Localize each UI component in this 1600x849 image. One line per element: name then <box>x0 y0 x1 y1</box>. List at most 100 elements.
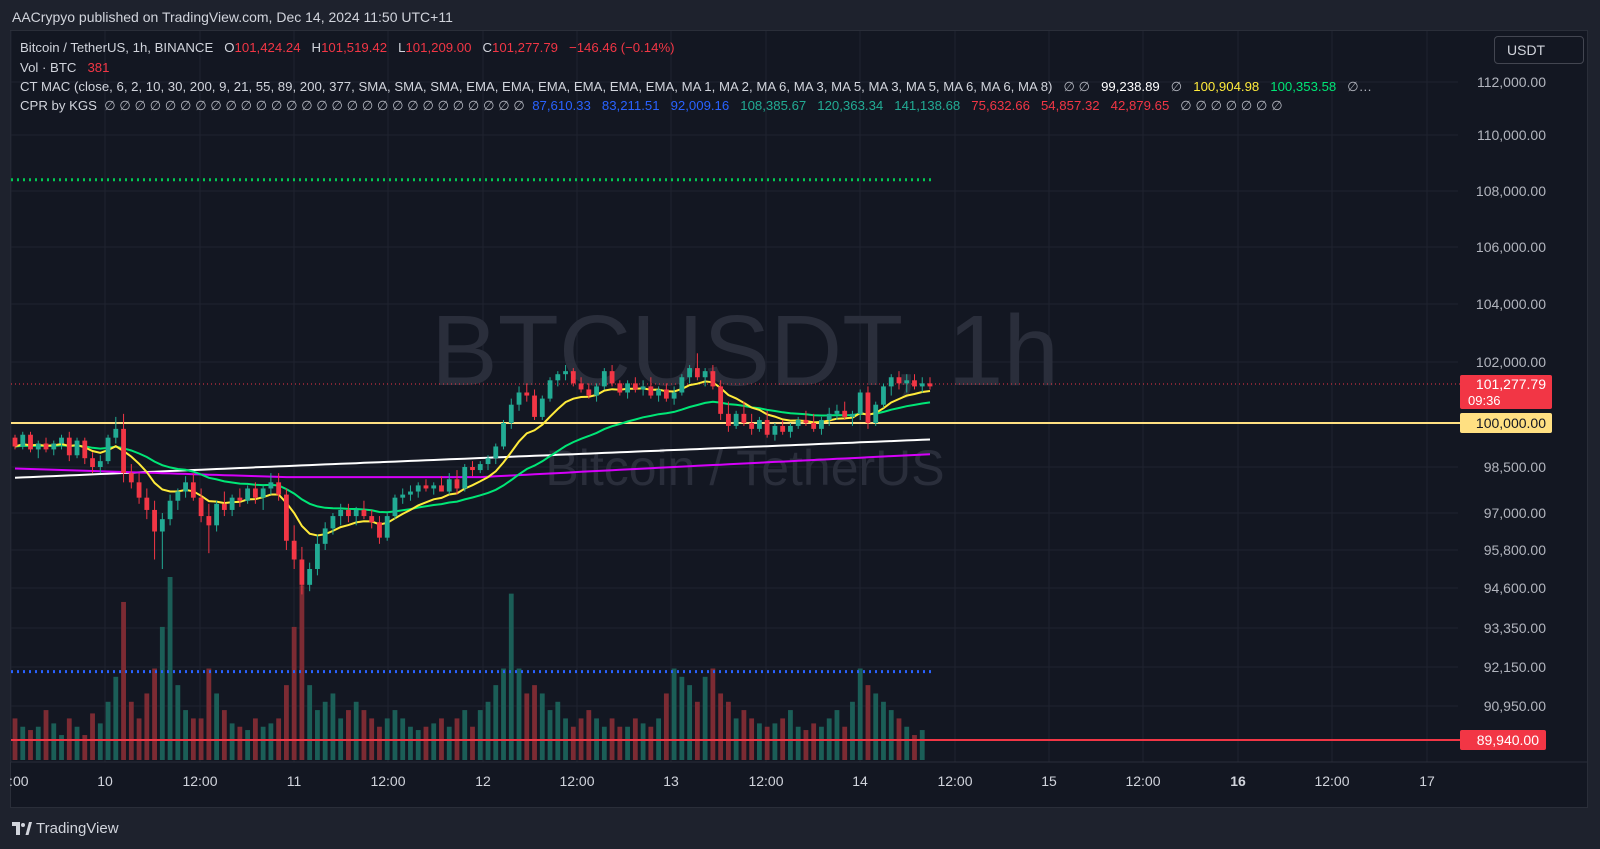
volume-bar-21 <box>175 685 181 760</box>
volume-bar-38 <box>307 685 313 760</box>
volume-bar-78 <box>617 726 623 760</box>
candle-body-60 <box>477 464 483 471</box>
level-100k-badge <box>1460 413 1552 433</box>
candle-body-104 <box>819 419 824 429</box>
volume-bar-90 <box>710 668 716 760</box>
time-tick-5: 12 <box>475 773 491 789</box>
volume-bar-12 <box>105 701 111 760</box>
legend-volume-value: 381 <box>87 60 110 75</box>
candle-body-79 <box>625 383 630 393</box>
legend-close: 101,277.79 <box>491 40 558 55</box>
candle-body-66 <box>524 392 530 396</box>
candle-body-113 <box>888 377 894 387</box>
candle-body-64 <box>508 404 514 423</box>
volume-bar-92 <box>725 701 731 760</box>
volume-bar-61 <box>485 701 491 760</box>
legend-volume-label[interactable]: Vol · BTC <box>20 60 77 75</box>
volume-bar-101 <box>795 726 801 760</box>
chart-frame[interactable] <box>10 30 1588 808</box>
price-tick-4: 104,000.00 <box>1476 296 1546 312</box>
legend-ctmac-label[interactable]: CT MAC (close, 6, 2, 10, 30, 200, 9, 21,… <box>20 79 1053 94</box>
legend-change: −146.46 (−0.14%) <box>569 40 675 55</box>
candle-body-43 <box>346 509 351 517</box>
candle-body-78 <box>617 383 623 393</box>
volume-bar-96 <box>757 723 762 760</box>
price-tick-8: 95,800.00 <box>1484 542 1546 558</box>
volume-bar-58 <box>462 710 468 760</box>
volume-bar-2 <box>28 730 33 760</box>
volume-bar-45 <box>361 710 367 760</box>
candle-body-13 <box>113 428 119 438</box>
candle-body-68 <box>539 398 545 417</box>
legend-cpr-green-2: 120,363.34 <box>817 98 884 113</box>
volume-bar-112 <box>881 701 886 760</box>
currency-button[interactable]: USDT <box>1494 36 1584 64</box>
ema-green-line <box>14 400 931 514</box>
candle-body-103 <box>811 423 817 429</box>
price-tick-12: 90,950.00 <box>1484 698 1546 714</box>
volume-bar-44 <box>353 701 359 760</box>
time-tick-8: 12:00 <box>748 773 783 789</box>
legend-ctmac-row: CT MAC (close, 6, 2, 10, 30, 200, 9, 21,… <box>20 79 1372 95</box>
countdown-label: 09:36 <box>1468 393 1501 408</box>
legend-cpr-row: CPR by KGS ∅ ∅ ∅ ∅ ∅ ∅ ∅ ∅ ∅ ∅ ∅ ∅ ∅ ∅ ∅… <box>20 98 1283 114</box>
volume-bar-60 <box>477 710 483 760</box>
candle-body-39 <box>315 543 320 569</box>
time-tick-14: 12:00 <box>1314 773 1349 789</box>
volume-bar-81 <box>640 723 646 760</box>
candle-body-106 <box>834 410 840 414</box>
candle-body-65 <box>516 392 522 405</box>
candle-body-100 <box>788 425 793 432</box>
candle-body-70 <box>555 374 561 381</box>
time-tick-3: 11 <box>287 773 302 789</box>
candle-body-14 <box>121 428 126 474</box>
candle-body-25 <box>206 516 212 526</box>
legend-cpr-blue-2: 83,211.51 <box>601 98 660 113</box>
volume-bar-13 <box>113 676 119 760</box>
legend-cpr-label[interactable]: CPR by KGS <box>20 98 97 113</box>
candle-body-86 <box>679 377 685 393</box>
candle-body-59 <box>470 467 475 471</box>
time-tick-7: 13 <box>663 773 679 789</box>
volume-bar-5 <box>51 723 57 760</box>
candle-body-1 <box>20 434 26 447</box>
candle-body-41 <box>330 516 336 529</box>
tradingview-brand: TradingView <box>36 820 119 837</box>
price-tick-0: 112,000.00 <box>1477 74 1546 90</box>
candle-body-107 <box>842 410 848 417</box>
volume-bar-82 <box>648 726 654 760</box>
legend-ctmac-null-2: ∅ <box>1170 79 1183 94</box>
candle-body-23 <box>190 482 196 498</box>
candle-body-56 <box>446 479 452 492</box>
candle-body-98 <box>772 425 778 435</box>
volume-bar-37 <box>299 585 305 760</box>
candle-body-24 <box>198 497 204 517</box>
candle-body-80 <box>632 383 638 390</box>
candle-body-48 <box>384 516 390 538</box>
time-tick-4: 12:00 <box>370 773 405 789</box>
candle-body-76 <box>601 371 607 387</box>
volume-bar-35 <box>283 685 289 760</box>
tradingview-logo[interactable]: TradingView <box>12 820 119 837</box>
publisher-bar: AACrypyo published on TradingView.com, D… <box>0 0 1600 30</box>
legend-symbol[interactable]: Bitcoin / TetherUS, 1h, BINANCE <box>20 40 214 55</box>
candle-body-12 <box>105 437 111 462</box>
candle-body-34 <box>276 482 282 495</box>
candle-body-85 <box>671 392 677 399</box>
legend-ctmac-nulls-1: ∅ ∅ <box>1063 79 1091 94</box>
volume-bar-19 <box>159 626 165 760</box>
volume-bar-113 <box>888 710 894 760</box>
volume-bar-56 <box>446 726 452 760</box>
volume-bar-59 <box>470 726 475 760</box>
last-price-badge <box>1460 375 1552 410</box>
candle-body-29 <box>237 497 243 501</box>
candle-body-37 <box>299 559 305 585</box>
volume-bar-20 <box>167 577 173 760</box>
volume-bar-27 <box>221 710 227 760</box>
volume-bar-6 <box>59 735 64 760</box>
volume-bar-65 <box>516 668 522 760</box>
legend-cpr-blue-3: 92,009.16 <box>670 98 730 113</box>
candle-body-19 <box>159 519 165 532</box>
candle-body-27 <box>221 503 227 510</box>
